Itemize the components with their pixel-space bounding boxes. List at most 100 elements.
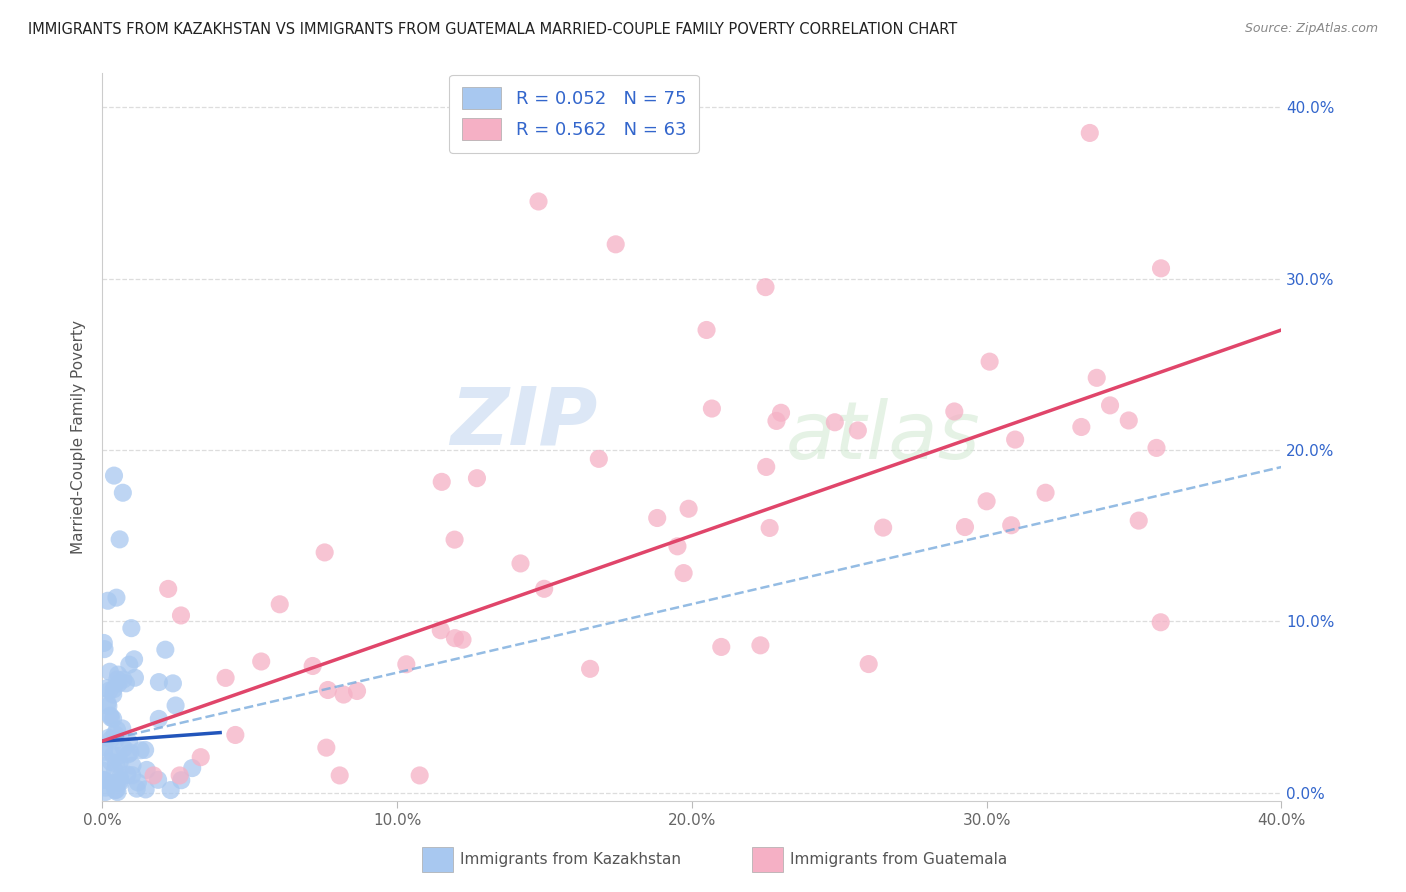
Point (769, 406, 792, 420)
Text: IMMIGRANTS FROM KAZAKHSTAN VS IMMIGRANTS FROM GUATEMALA MARRIED-COUPLE FAMILY PO: IMMIGRANTS FROM KAZAKHSTAN VS IMMIGRANTS… (28, 22, 957, 37)
Point (157, 582, 180, 596)
Point (451, 632, 474, 647)
Point (98, 683, 121, 698)
Point (103, 468, 125, 483)
Point (120, 746, 142, 760)
Point (117, 767, 139, 781)
Point (91, 764, 114, 778)
Point (104, 756, 127, 771)
Point (93, 739, 115, 754)
Point (224, 728, 246, 742)
Point (696, 323, 718, 337)
Point (165, 698, 187, 713)
Point (121, 768, 143, 782)
Point (93, 636, 115, 650)
Point (125, 781, 148, 796)
Point (115, 676, 138, 690)
Point (107, 667, 129, 681)
Point (301, 659, 323, 673)
Point (96, 681, 118, 695)
Point (111, 722, 134, 736)
Point (1099, 398, 1122, 412)
Point (1070, 420, 1092, 434)
Point (112, 741, 135, 756)
Point (824, 415, 846, 429)
Point (1146, 441, 1168, 455)
Point (103, 688, 125, 702)
Point (1150, 615, 1173, 630)
Point (97, 696, 120, 710)
Point (190, 750, 212, 764)
Point (765, 414, 787, 428)
Point (103, 682, 125, 697)
Point (429, 624, 451, 638)
Point (107, 676, 129, 690)
Point (678, 501, 700, 516)
Point (758, 521, 780, 535)
Point (110, 773, 132, 788)
Point (588, 451, 610, 466)
Point (93, 745, 115, 759)
Text: Source: ZipAtlas.com: Source: ZipAtlas.com (1244, 22, 1378, 36)
Point (533, 582, 555, 596)
Point (127, 775, 149, 789)
Point (858, 657, 880, 671)
Point (100, 732, 122, 747)
Point (108, 771, 131, 785)
Point (846, 424, 869, 438)
Point (162, 676, 184, 690)
Point (527, 194, 550, 209)
Point (98, 708, 121, 723)
Point (1118, 413, 1140, 427)
Point (314, 545, 336, 559)
Point (105, 723, 128, 737)
Point (129, 743, 152, 757)
Point (104, 764, 127, 778)
Text: atlas: atlas (786, 398, 981, 476)
Legend: R = 0.052   N = 75, R = 0.562   N = 63: R = 0.052 N = 75, R = 0.562 N = 63 (449, 75, 699, 153)
Point (118, 735, 141, 749)
Point (101, 776, 124, 790)
Point (395, 657, 418, 672)
Point (316, 683, 339, 698)
Point (1085, 371, 1108, 385)
Point (110, 774, 132, 789)
Point (97, 594, 120, 608)
Point (332, 688, 354, 702)
Point (170, 773, 193, 788)
Point (1128, 514, 1150, 528)
Point (214, 671, 236, 685)
Point (346, 684, 368, 698)
Point (1004, 433, 1026, 447)
Point (700, 401, 723, 416)
Point (107, 785, 129, 799)
Point (155, 642, 177, 657)
Point (97, 731, 120, 745)
Point (146, 772, 169, 787)
Point (1000, 518, 1022, 533)
Point (101, 712, 124, 726)
Point (100, 711, 122, 725)
Point (105, 673, 128, 687)
Point (408, 768, 430, 782)
Point (1078, 126, 1101, 140)
Point (122, 652, 145, 666)
Text: Immigrants from Guatemala: Immigrants from Guatemala (790, 853, 1008, 867)
Point (181, 761, 204, 775)
Point (134, 743, 156, 757)
Point (1035, 485, 1057, 500)
Point (579, 662, 602, 676)
Point (108, 756, 131, 770)
Point (315, 740, 337, 755)
Point (120, 621, 142, 635)
Point (976, 494, 998, 508)
Point (465, 471, 488, 485)
Point (135, 782, 157, 797)
Point (755, 459, 778, 474)
Point (105, 776, 128, 790)
Point (872, 520, 894, 534)
Point (93, 772, 115, 787)
Point (117, 747, 139, 762)
Point (91, 772, 114, 787)
Point (170, 608, 193, 623)
